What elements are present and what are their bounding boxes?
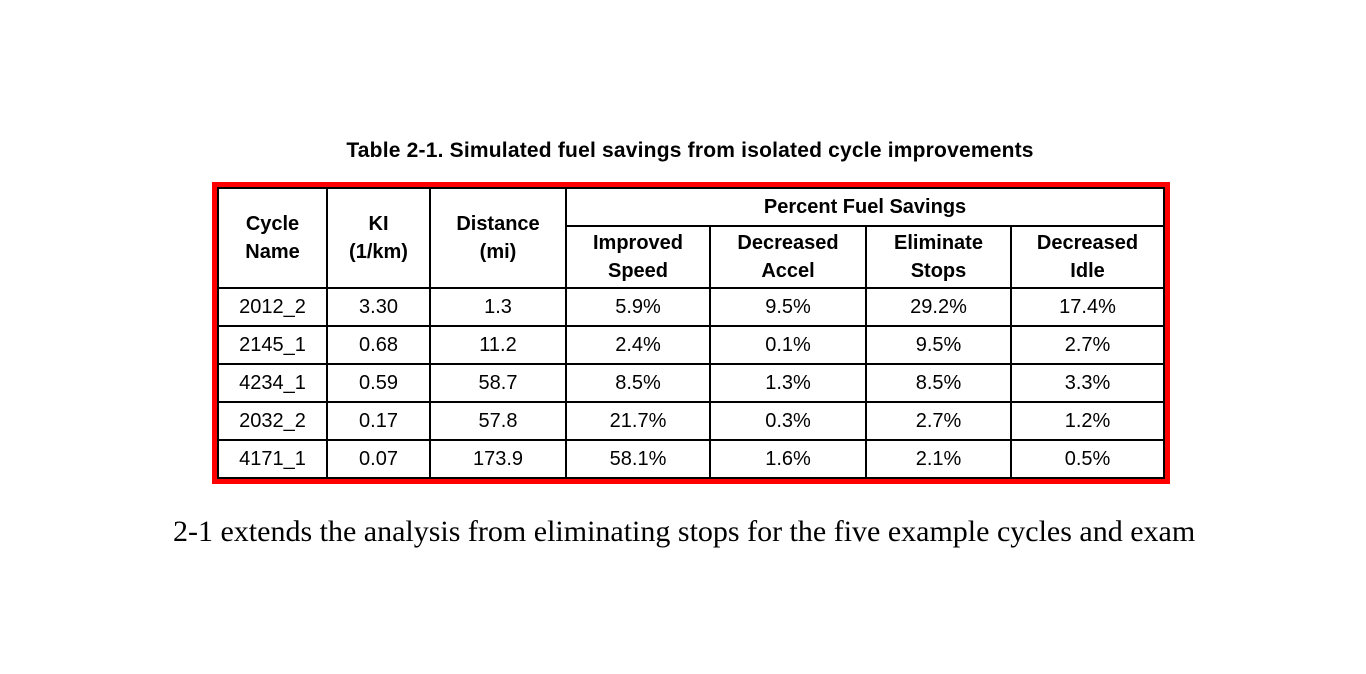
cell-decreased-accel: 9.5% [709, 287, 867, 327]
cell-eliminate-stops: 8.5% [865, 363, 1012, 403]
col-header-decreased-accel: Decreased Accel [709, 225, 867, 289]
fuel-savings-table: Cycle Name KI (1/km) Distance (mi) Perce… [217, 187, 1166, 479]
col-header-decreased-idle: Decreased Idle [1009, 225, 1166, 289]
cell-ki: 0.59 [326, 363, 431, 403]
cell-improved-speed: 8.5% [565, 363, 711, 403]
table-row: 2012_2 3.30 1.3 5.9% 9.5% 29.2% 17.4% [217, 287, 1166, 327]
cell-eliminate-stops: 29.2% [865, 287, 1012, 327]
table-red-frame: Cycle Name KI (1/km) Distance (mi) Perce… [212, 182, 1171, 484]
cell-cycle-name: 4171_1 [217, 439, 328, 479]
cell-cycle-name: 2012_2 [217, 287, 328, 327]
col-header-ki: KI (1/km) [326, 187, 431, 289]
cell-distance: 57.8 [429, 401, 567, 441]
table-row: 4171_1 0.07 173.9 58.1% 1.6% 2.1% 0.5% [217, 439, 1166, 479]
cell-decreased-idle: 1.2% [1009, 401, 1166, 441]
col-header-distance: Distance (mi) [429, 187, 567, 289]
cell-distance: 11.2 [429, 325, 567, 365]
cell-decreased-accel: 1.6% [709, 439, 867, 479]
cell-decreased-idle: 17.4% [1009, 287, 1166, 327]
col-header-improved-speed: Improved Speed [565, 225, 711, 289]
table-header-row-group: Cycle Name KI (1/km) Distance (mi) Perce… [217, 187, 1166, 289]
cell-ki: 0.68 [326, 325, 431, 365]
cell-cycle-name: 4234_1 [217, 363, 328, 403]
table-row: 2032_2 0.17 57.8 21.7% 0.3% 2.7% 1.2% [217, 401, 1166, 441]
cell-distance: 58.7 [429, 363, 567, 403]
body-text: 2-1 extends the analysis from eliminatin… [173, 515, 1196, 548]
col-header-eliminate-stops: Eliminate Stops [865, 225, 1012, 289]
cell-distance: 1.3 [429, 287, 567, 327]
cell-cycle-name: 2032_2 [217, 401, 328, 441]
cell-ki: 3.30 [326, 287, 431, 327]
col-header-cycle-name: Cycle Name [217, 187, 328, 289]
table-caption: Table 2-1. Simulated fuel savings from i… [346, 139, 1034, 162]
cell-eliminate-stops: 9.5% [865, 325, 1012, 365]
cell-decreased-idle: 3.3% [1009, 363, 1166, 403]
cell-ki: 0.17 [326, 401, 431, 441]
cell-improved-speed: 58.1% [565, 439, 711, 479]
cell-eliminate-stops: 2.7% [865, 401, 1012, 441]
cell-improved-speed: 5.9% [565, 287, 711, 327]
cell-decreased-idle: 0.5% [1009, 439, 1166, 479]
cell-improved-speed: 2.4% [565, 325, 711, 365]
cell-decreased-accel: 0.3% [709, 401, 867, 441]
col-group-header-percent-fuel-savings: Percent Fuel Savings [564, 187, 1166, 227]
cell-decreased-accel: 0.1% [709, 325, 867, 365]
cell-improved-speed: 21.7% [565, 401, 711, 441]
cell-ki: 0.07 [326, 439, 431, 479]
cell-eliminate-stops: 2.1% [865, 439, 1012, 479]
cell-cycle-name: 2145_1 [217, 325, 328, 365]
cell-decreased-accel: 1.3% [709, 363, 867, 403]
table-header-row-sub: Improved Speed Decreased Accel Eliminate… [218, 225, 1166, 289]
cell-decreased-idle: 2.7% [1009, 325, 1166, 365]
table-row: 2145_1 0.68 11.2 2.4% 0.1% 9.5% 2.7% [217, 325, 1166, 365]
table-row: 4234_1 0.59 58.7 8.5% 1.3% 8.5% 3.3% [217, 363, 1166, 403]
cell-distance: 173.9 [429, 439, 567, 479]
